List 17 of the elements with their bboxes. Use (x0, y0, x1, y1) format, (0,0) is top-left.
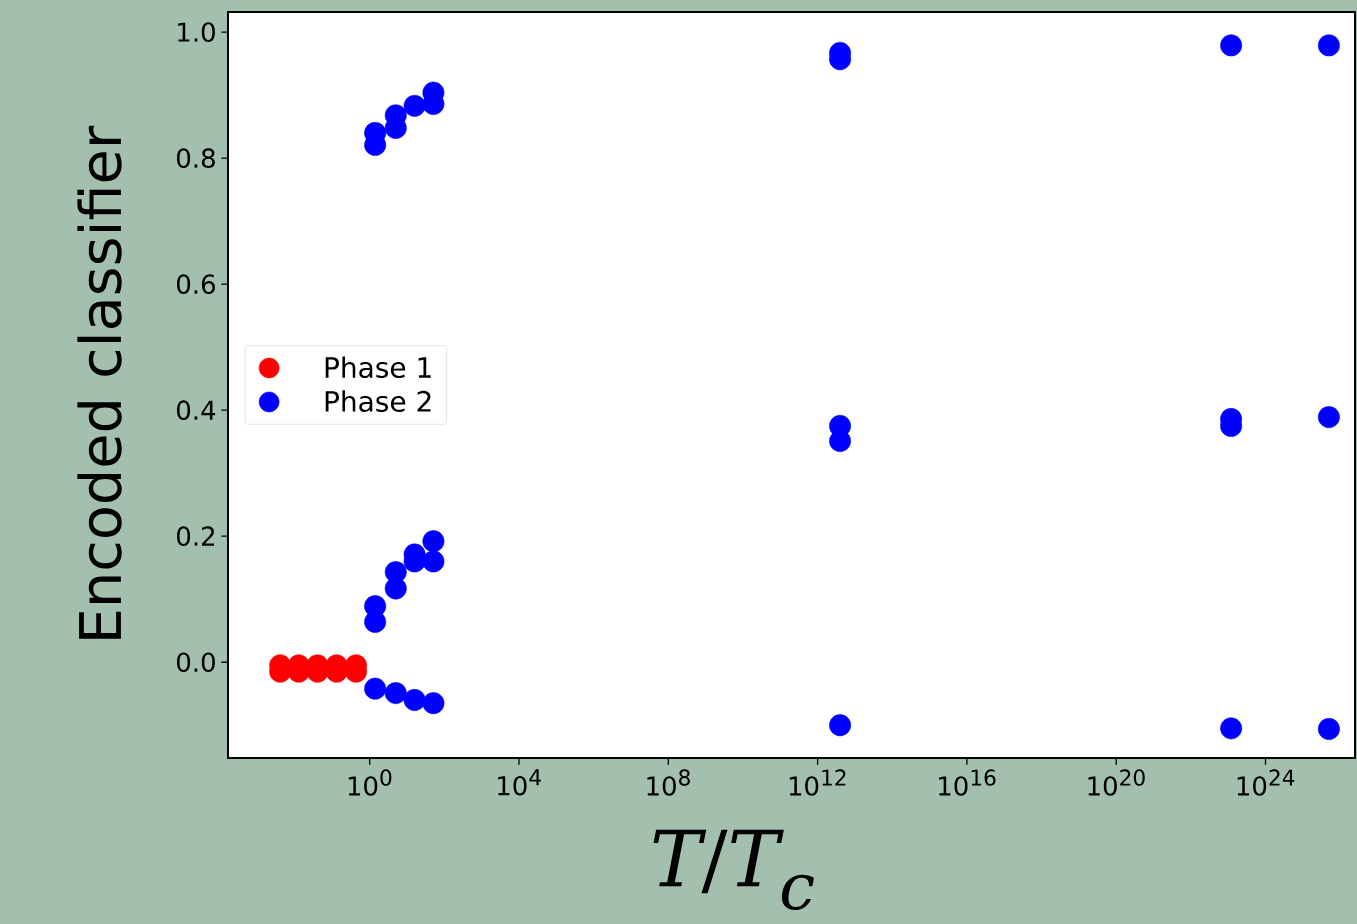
x-tick-label: 10$^{8}$ (647, 769, 690, 796)
x-axis-title: $T/T_c$ (653, 829, 814, 910)
x-tick-label: 10$^{4}$ (498, 769, 541, 796)
y-tick-label: 0.6 (177, 274, 215, 295)
legend-label: Phase 2 (325, 390, 431, 412)
x-tick-label: 10$^{16}$ (939, 769, 996, 796)
y-tick-label: 0.4 (177, 400, 216, 421)
x-tick-label: 10$^{24}$ (1237, 769, 1295, 796)
y-axis-title: Encoded classifier (77, 125, 122, 639)
x-tick-label: 10$^{20}$ (1088, 769, 1145, 796)
y-tick-label: 0.8 (177, 148, 215, 169)
legend-label: Phase 1 (325, 356, 431, 379)
x-tick-label: 10$^{12}$ (789, 769, 846, 796)
y-tick-label: 1.0 (178, 22, 215, 42)
y-tick-label: 0.0 (177, 652, 215, 673)
x-tick-label: 10$^{0}$ (348, 769, 392, 796)
y-tick-label: 0.2 (177, 526, 215, 547)
